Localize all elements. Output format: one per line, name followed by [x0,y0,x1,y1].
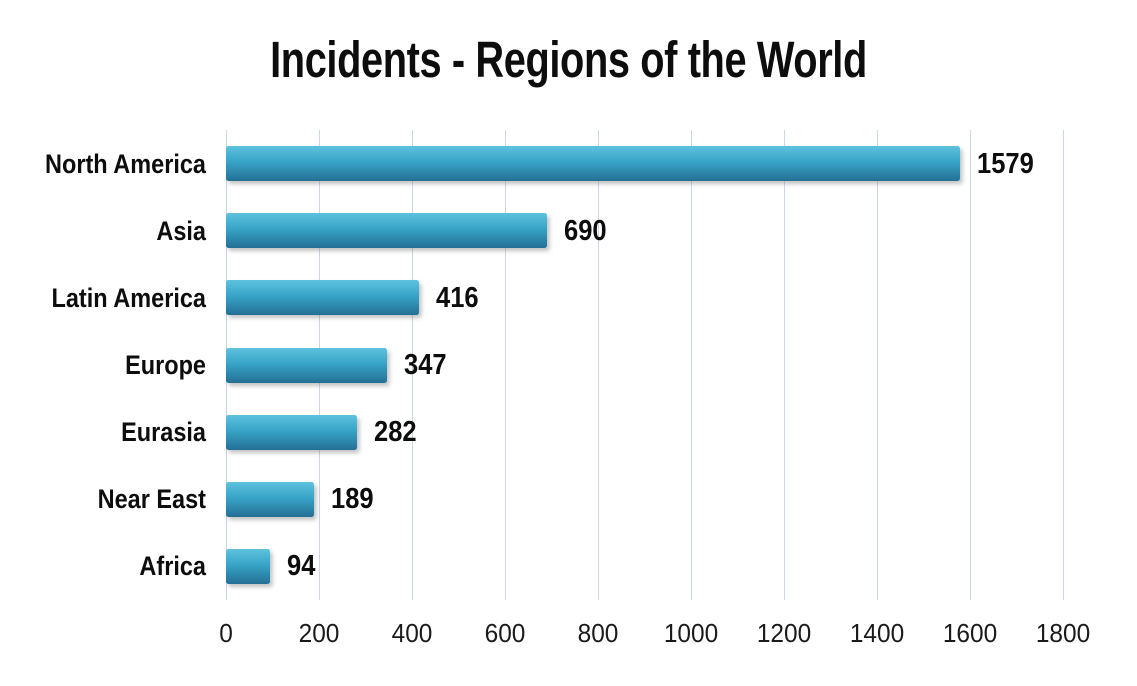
value-label-eurasia: 282 [374,416,417,449]
gridline [691,130,692,600]
x-axis-tick-label: 0 [219,618,233,648]
x-axis-tick-label: 800 [577,618,619,648]
bar-latin-america [226,280,420,316]
x-axis-tick-label: 1000 [663,618,719,648]
chart-title: Incidents - Regions of the World [270,31,867,88]
gridline [505,130,506,600]
category-label-asia: Asia [156,215,206,246]
bar-asia [226,213,547,249]
bar-europe [226,347,388,383]
x-axis-tick-label: 1800 [1035,618,1091,648]
value-label-near-east: 189 [330,483,374,516]
category-label-north-america: North America [45,148,206,179]
category-label-eurasia: Eurasia [121,417,206,448]
bar-eurasia [226,414,358,450]
x-axis-tick-label: 600 [484,618,526,648]
value-label-asia: 690 [563,214,607,247]
category-label-near-east: Near East [97,484,206,515]
category-label-africa: Africa [139,551,206,582]
gridline [784,130,785,600]
bar-near-east [226,481,314,517]
gridline [1063,130,1064,600]
value-label-africa: 94 [286,550,316,583]
value-label-north-america: 1579 [977,147,1035,180]
gridline [598,130,599,600]
bar-north-america [226,146,961,182]
value-label-europe: 347 [404,349,447,381]
category-label-latin-america: Latin America [51,282,206,313]
x-axis-tick-label: 1200 [756,618,812,648]
x-axis-tick-label: 400 [391,618,433,648]
gridline [412,130,413,600]
gridline [877,130,878,600]
value-label-latin-america: 416 [436,281,480,314]
x-axis-tick-label: 200 [298,618,340,648]
gridline [970,130,971,600]
x-axis-tick-label: 1600 [942,618,998,648]
category-label-europe: Europe [125,350,206,380]
bar-africa [226,548,270,584]
x-axis-tick-label: 1400 [849,618,905,648]
